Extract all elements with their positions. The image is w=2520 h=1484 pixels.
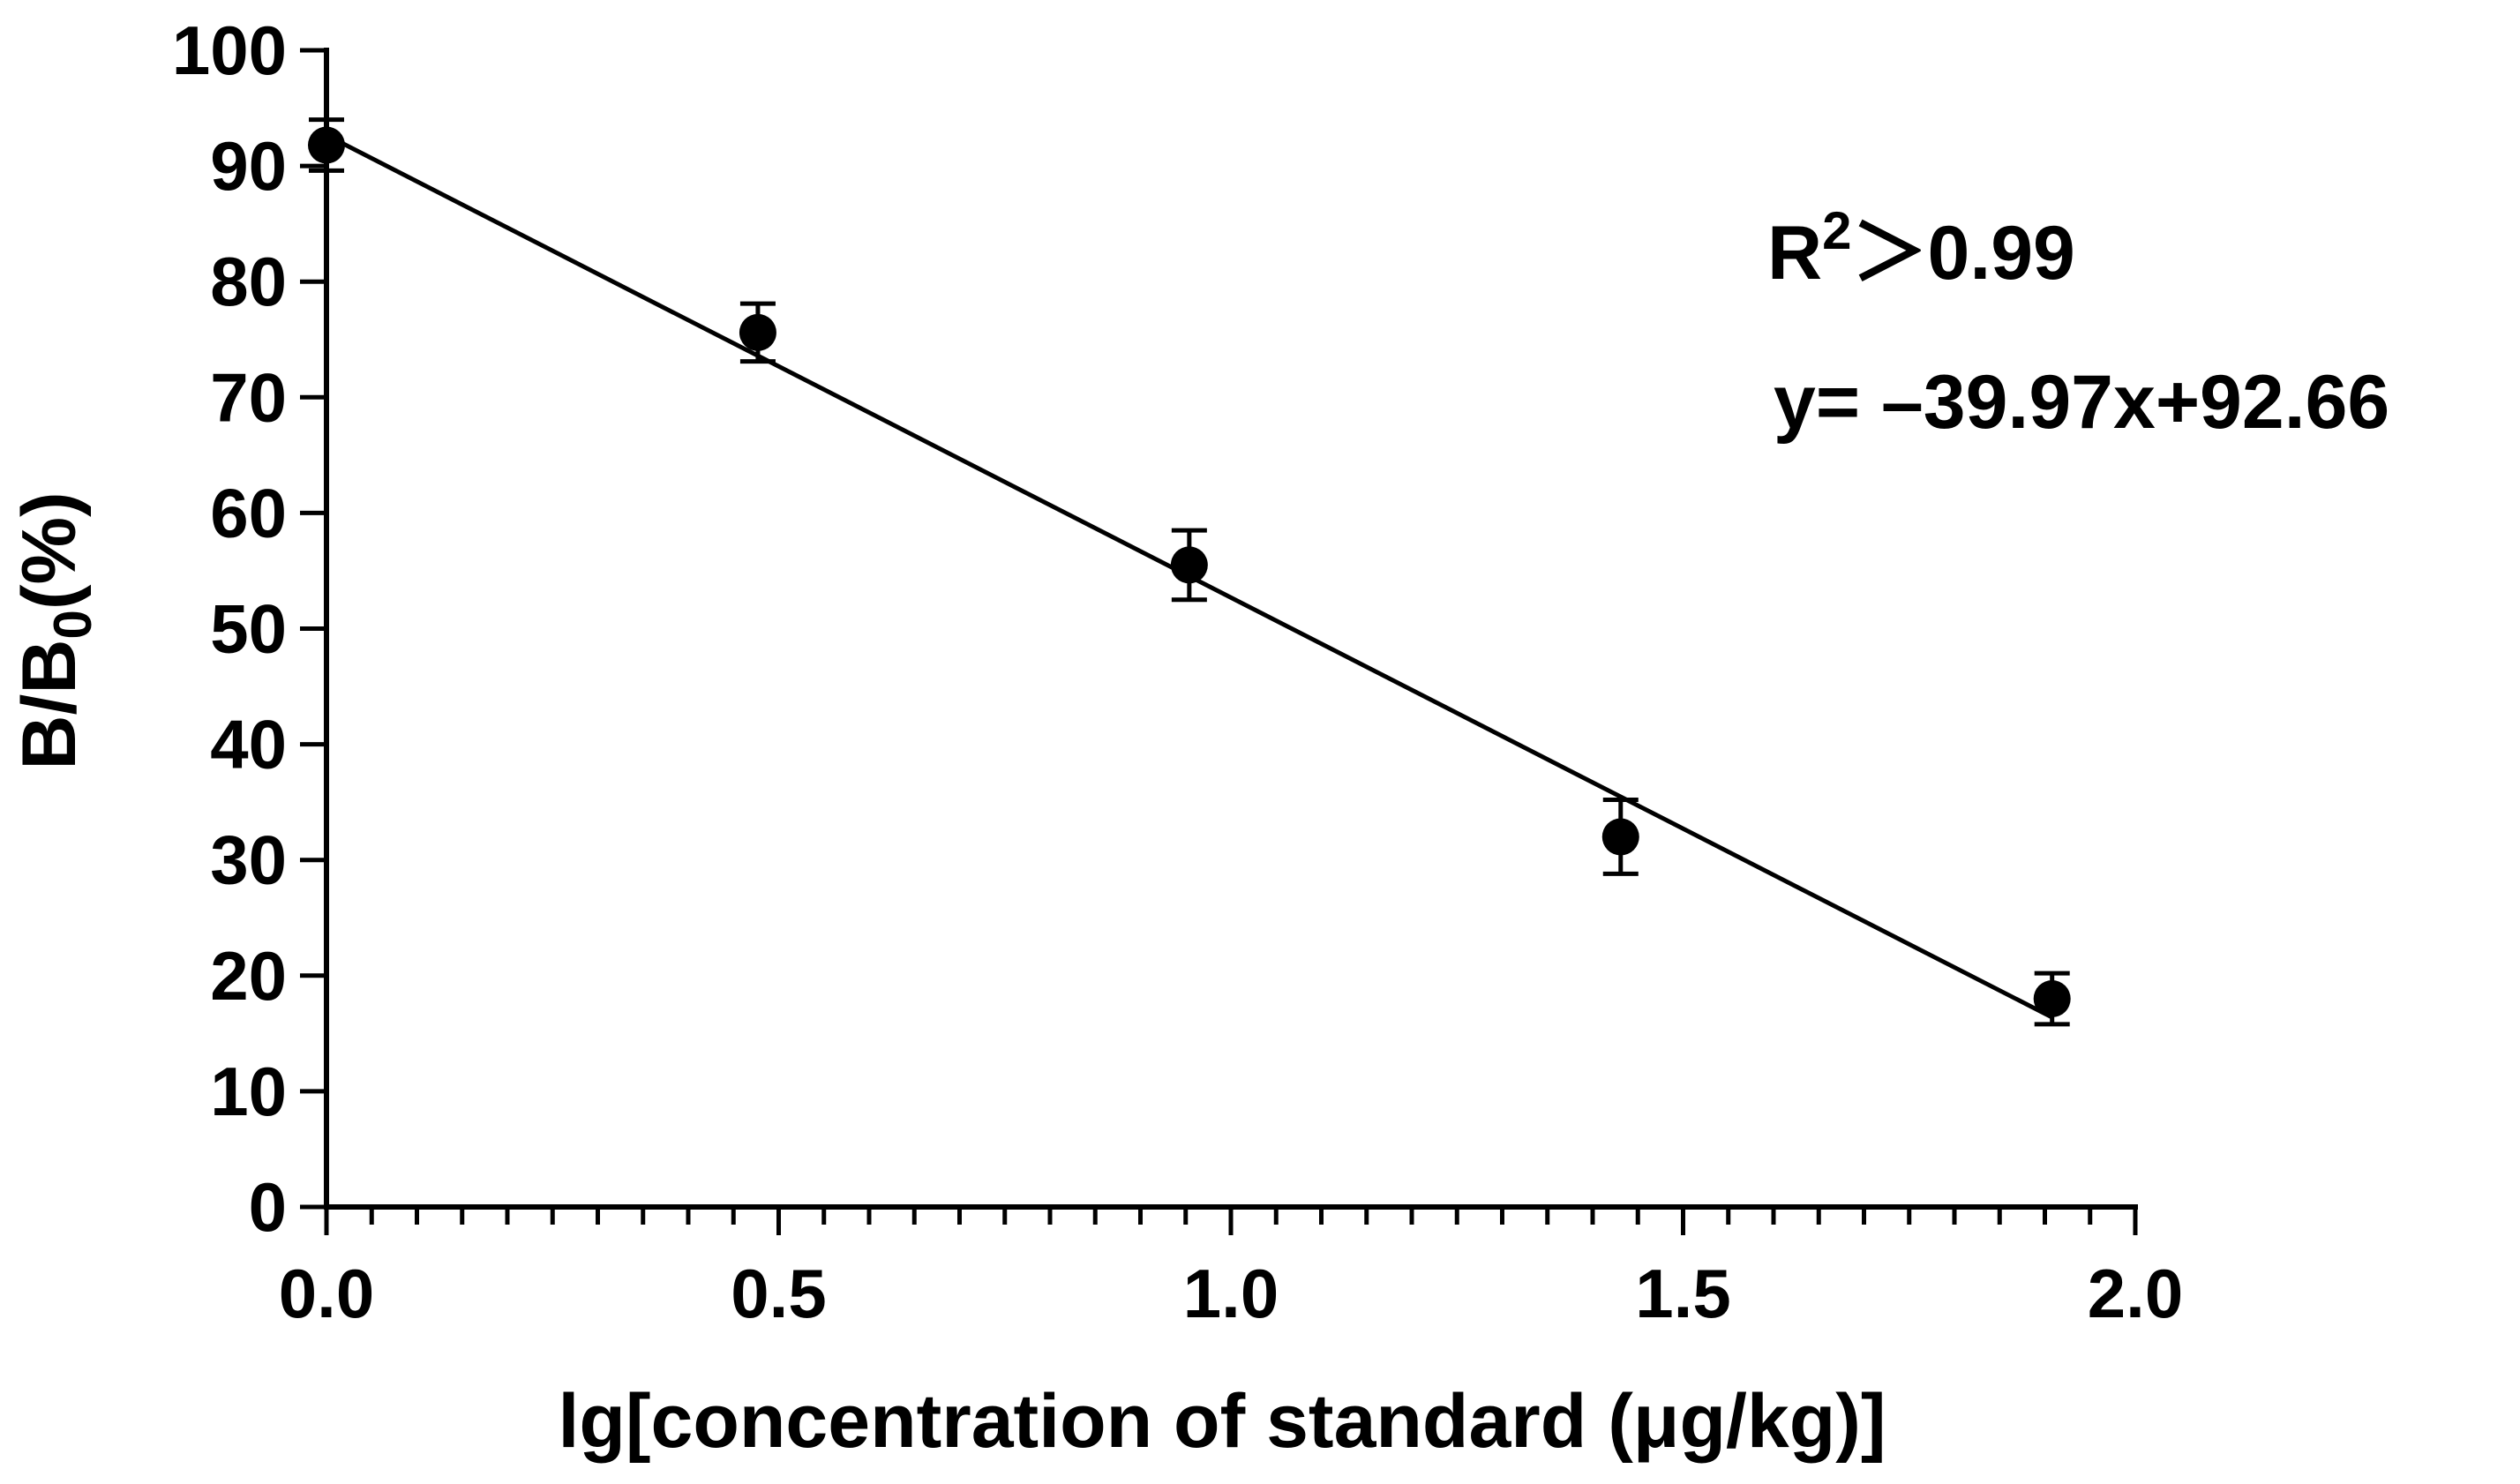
y-tick-label: 50 (210, 590, 287, 668)
x-tick-label: 1.5 (1635, 1255, 1730, 1332)
data-point-group (308, 117, 345, 173)
data-points (308, 117, 2071, 1027)
data-point (2033, 980, 2071, 1018)
data-point-group (1601, 798, 1639, 876)
y-axis-title-main: B/B (7, 640, 92, 770)
y-tick-label: 100 (172, 11, 287, 89)
y-tick-label: 10 (210, 1053, 287, 1130)
x-ticks: 0.0 0.5 1.0 1.5 2.0 (279, 1207, 2183, 1332)
equation-annotation: y= –39.97x+92.66 (1774, 360, 2389, 445)
y-axis-title: B/B0(%) (7, 491, 102, 769)
data-point-group (739, 301, 776, 364)
x-axis-title: lg[concentration of standard (μg/kg)] (558, 1379, 1886, 1464)
data-point (308, 126, 345, 164)
y-ticks: 0 10 20 30 40 50 60 70 80 90 100 (172, 11, 326, 1246)
y-tick-label: 70 (210, 358, 287, 436)
r-squared-superscript: 2 (1822, 201, 1851, 260)
y-tick-label: 80 (210, 243, 287, 320)
y-tick-label: 30 (210, 821, 287, 899)
data-point (1601, 818, 1639, 856)
y-tick-label: 40 (210, 706, 287, 783)
data-point (739, 313, 776, 351)
r-squared-annotation: R2＞0.99 (1767, 201, 2075, 296)
data-point-group (2033, 971, 2071, 1027)
x-tick-label: 2.0 (2088, 1255, 2183, 1332)
y-tick-label: 20 (210, 937, 287, 1015)
data-point-group (1170, 528, 1208, 603)
y-tick-label: 60 (210, 474, 287, 551)
x-tick-label: 1.0 (1183, 1255, 1279, 1332)
y-axis-title-subscript: 0 (43, 610, 102, 639)
y-tick-label: 90 (210, 127, 287, 205)
r-squared-value: ＞0.99 (1851, 211, 2074, 296)
x-tick-label: 0.0 (279, 1255, 374, 1332)
data-point (1170, 546, 1208, 584)
y-axis-title-suffix: (%) (7, 491, 92, 610)
y-tick-label: 0 (249, 1168, 287, 1246)
x-tick-label: 0.5 (731, 1255, 826, 1332)
r-squared-base: R (1767, 211, 1822, 296)
